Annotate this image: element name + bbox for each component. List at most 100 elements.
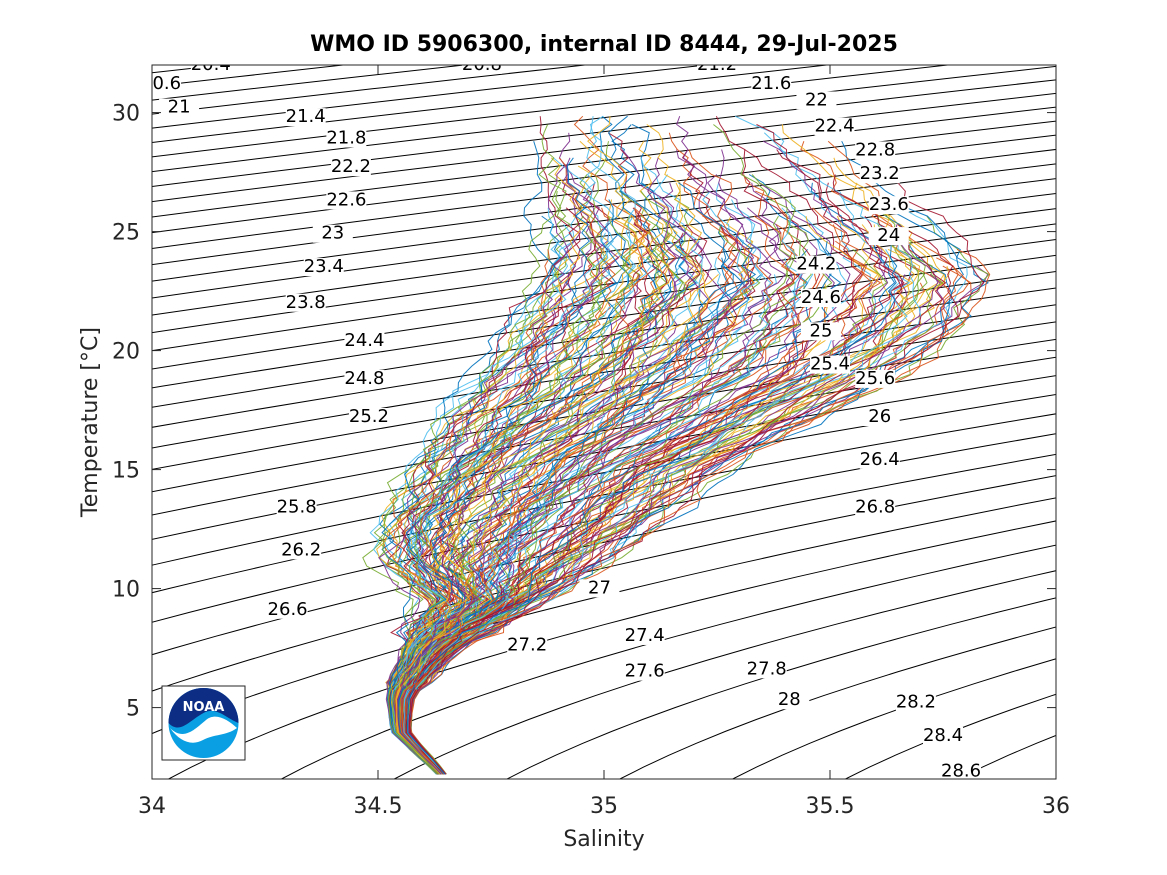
contour-label-bg [814,117,855,136]
contour-label-bg [796,255,837,274]
contour-label: 22.6 [326,189,366,210]
contour-label-bg [746,660,787,679]
contour-label: 26.8 [855,496,895,517]
contour-label: 23.8 [286,292,326,313]
density-contour-line [152,148,1056,266]
contour-label: 20.4 [191,54,231,75]
density-contour-line [152,321,1056,470]
contour-label-bg [855,369,896,388]
contour-label-bg [859,450,900,469]
contour-labels: 20.4 20.6 21 20.8 21.2 21.4 21.6 21.8 22 22.2 22.4… [141,54,982,782]
profile-line [398,257,734,775]
profile-line [391,232,611,775]
contour-label-bg [190,65,231,74]
contour-label-bg [941,762,982,779]
profile-line [408,248,991,775]
contour-label: 28.4 [923,725,963,746]
density-contour-line [152,356,1056,516]
contour-label: 20.8 [462,54,502,75]
profile-line [401,149,778,775]
x-tick-label: 35.5 [806,794,855,819]
contour-label: 28.2 [896,692,936,713]
profile-line [407,249,911,775]
density-contour-line [152,92,1056,203]
contour-label: 22.8 [855,139,895,160]
y-tick-label: 20 [112,340,140,365]
contour-label: 23.6 [869,194,909,215]
density-contour-line [152,338,1056,493]
profile-line [400,174,786,775]
profile-line [392,215,634,775]
contour-label: 25.4 [810,354,850,375]
contour-label-bg [800,289,841,307]
noaa-logo-text: NOAA [183,700,225,715]
profile-line [405,232,904,775]
contour-label-bg [796,91,837,110]
contour-label-bg [326,191,367,210]
x-tick-label: 34.5 [354,794,403,819]
contour-label: 24.4 [344,330,384,351]
y-tick-label: 10 [112,578,140,603]
contour-label-bg [810,355,850,374]
profile-line [387,157,610,775]
y-tick-label: 25 [112,221,140,246]
contour-label: 20.6 [141,73,181,94]
profile-line [373,124,567,775]
profile-line [392,149,678,775]
contour-label: 23 [321,223,344,244]
y-tick-label: 5 [126,697,140,722]
contour-label: 26.6 [268,599,308,620]
contour-label: 23.4 [304,256,344,277]
density-contour-line [1140,41,1167,803]
contour-label-bg [326,129,367,148]
contour-label: 22.2 [331,156,371,177]
density-contour-line [618,626,1056,779]
density-contour-line [152,413,1056,594]
profile-line [389,207,668,775]
profile-line [398,149,752,775]
contour-label: 24.2 [796,254,836,275]
contour-label-bg [769,691,810,710]
profile-line [390,199,626,775]
density-contour-line [1028,41,1167,803]
contour-label-bg [624,662,665,681]
y-axis-label: Temperature [°C] [78,327,103,518]
profile-line [395,207,670,775]
profile-line [388,157,591,775]
contour-label: 21 [168,97,191,118]
x-tick-label: 35 [590,794,618,819]
density-contour-line [152,120,1056,234]
density-contour-line [957,734,1056,779]
contour-label: 25.2 [349,406,389,427]
profile-line [394,207,649,775]
contour-label-bg [267,600,308,619]
density-contour-line [0,41,76,803]
profile-line [406,241,898,775]
contour-label: 25 [810,320,833,341]
density-contour-line [152,134,1056,249]
contour-label: 25.8 [277,496,317,517]
contour-label: 28.6 [941,761,981,782]
contour-label-bg [344,331,385,350]
contour-label-bg [868,227,909,246]
x-axis-label: Salinity [563,827,644,852]
contour-label-bg [923,726,963,745]
density-contour-line [152,79,1056,188]
contour-label: 24 [877,225,900,246]
contour-label-bg [507,636,548,655]
contour-label: 27.6 [625,661,665,682]
profile-line [396,116,755,775]
contour-label: 21.6 [751,73,791,94]
contour-label-bg [281,541,322,560]
profile-line [397,182,757,775]
contour-label: 27.4 [625,625,665,646]
contour-label: 24.8 [344,368,384,389]
contour-label-bg [579,579,620,598]
chart-title: WMO ID 5906300, internal ID 8444, 29-Jul… [310,32,898,57]
contour-label: 25.6 [855,368,895,389]
profile-line [409,182,985,775]
profile-line [403,207,814,775]
density-contour-line [152,106,1056,218]
contour-label-bg [855,498,896,517]
x-tick-label: 36 [1042,794,1070,819]
